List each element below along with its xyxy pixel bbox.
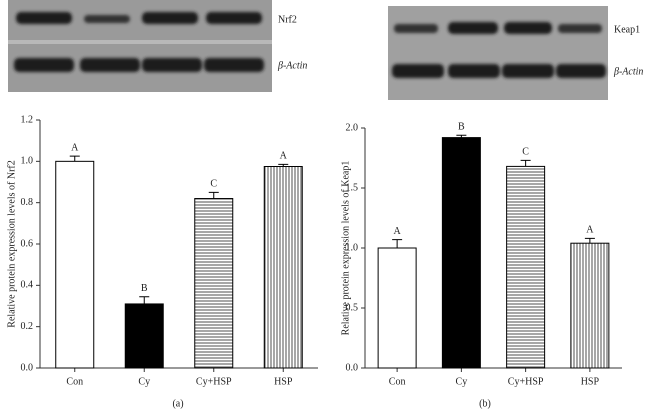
y-tick-label: 1.5 xyxy=(346,182,359,193)
y-tick-label: 1.0 xyxy=(21,156,34,167)
x-tick-label: HSP xyxy=(581,376,600,387)
error-bar xyxy=(208,191,219,199)
y-axis-label: Relative protein expression levels of Ke… xyxy=(340,161,351,336)
blot-label: Nrf2 xyxy=(278,14,297,25)
y-tick-label: 0.6 xyxy=(21,238,34,249)
y-tick-label: 0.2 xyxy=(21,321,34,332)
western-blot xyxy=(388,6,608,100)
bar xyxy=(124,303,164,369)
error-bar xyxy=(584,237,595,244)
x-tick-label: Con xyxy=(389,376,406,387)
bar xyxy=(263,166,303,369)
bar xyxy=(55,160,95,369)
x-tick-label: HSP xyxy=(274,376,293,387)
bar xyxy=(441,137,481,369)
group-label: B xyxy=(458,121,465,132)
group-label: C xyxy=(522,147,529,158)
x-tick-label: Cy+HSP xyxy=(196,376,232,387)
y-tick-label: 0.4 xyxy=(21,280,34,291)
error-bar xyxy=(139,296,150,304)
x-tick-label: Cy xyxy=(138,376,150,387)
group-label: A xyxy=(280,151,288,162)
bar xyxy=(377,247,417,369)
y-tick-label: 1.0 xyxy=(346,242,359,253)
group-label: A xyxy=(394,226,402,237)
group-label: B xyxy=(141,283,148,294)
panel-label: (b) xyxy=(479,398,491,409)
bar xyxy=(194,198,234,369)
error-bar xyxy=(392,239,403,248)
error-bar xyxy=(456,134,467,138)
x-tick-label: Cy xyxy=(456,376,468,387)
y-tick-label: 0.8 xyxy=(21,197,34,208)
group-label: A xyxy=(71,142,79,153)
blot-label: β-Actin xyxy=(277,60,307,71)
y-tick-label: 1.2 xyxy=(21,114,34,125)
x-tick-label: Con xyxy=(66,376,83,387)
western-blot xyxy=(8,0,272,92)
bar xyxy=(570,242,610,369)
y-tick-label: 2.0 xyxy=(346,122,359,133)
y-tick-label: 0.0 xyxy=(346,362,359,373)
blot-label: Keap1 xyxy=(614,24,640,35)
group-label: A xyxy=(586,225,594,236)
panel-label: (a) xyxy=(172,398,183,409)
y-tick-label: 0.5 xyxy=(346,302,359,313)
error-bar xyxy=(520,159,531,167)
y-tick-label: 0.0 xyxy=(21,362,34,373)
error-bar xyxy=(69,155,80,162)
error-bar xyxy=(278,163,289,167)
group-label: C xyxy=(210,179,217,190)
x-tick-label: Cy+HSP xyxy=(508,376,544,387)
blot-label: β-Actin xyxy=(613,66,643,77)
y-axis-label: Relative protein expression levels of Nr… xyxy=(6,160,17,327)
bar xyxy=(506,165,546,369)
